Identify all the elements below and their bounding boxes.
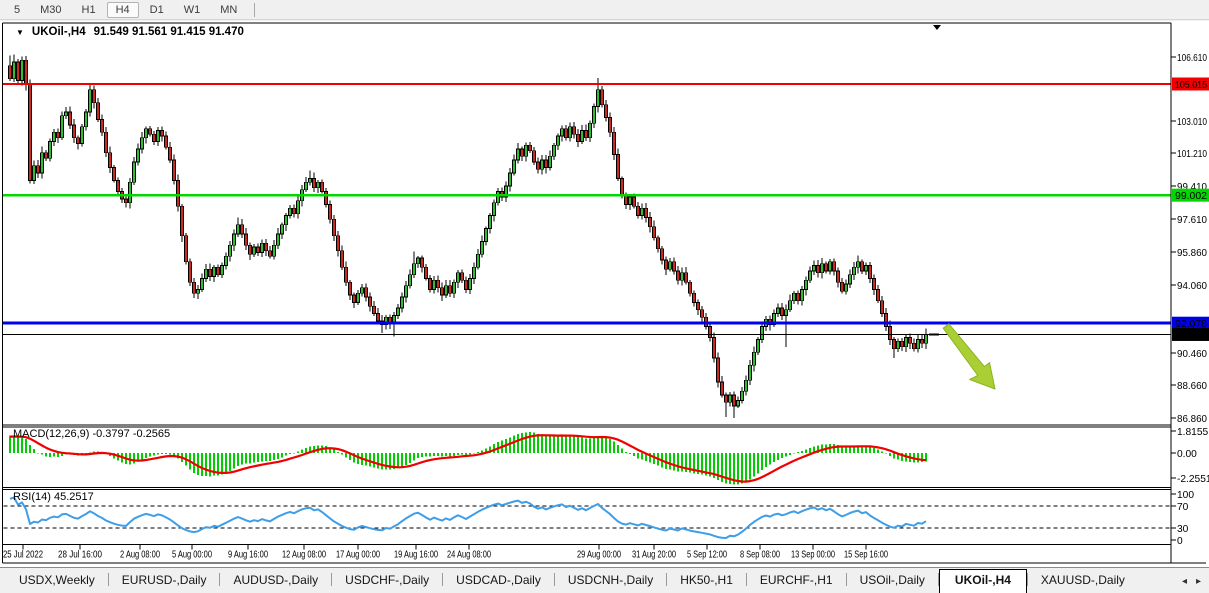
tab-separator xyxy=(219,573,221,586)
macd-tick-label: -2.2551 xyxy=(1177,474,1209,485)
price-highlight-91.470 xyxy=(1172,327,1209,341)
rsi-panel xyxy=(3,496,1171,539)
tab-eurchf-h1[interactable]: EURCHF-,H1 xyxy=(759,573,833,587)
tab-usdchf-daily[interactable]: USDCHF-,Daily xyxy=(345,573,430,587)
macd-histogram xyxy=(9,432,927,485)
time-tick-label: 12 Aug 08:00 xyxy=(282,550,326,561)
tab-separator xyxy=(937,573,939,586)
timeframe-button-w1[interactable]: W1 xyxy=(183,3,201,16)
chart-shift-marker-icon xyxy=(933,25,941,30)
timeframe-button-d1[interactable]: D1 xyxy=(149,3,164,16)
price-tick-label: 103.010 xyxy=(1177,117,1207,128)
price-highlight-105.015 xyxy=(1172,77,1209,91)
macd-signal-line xyxy=(9,434,927,483)
time-tick-label: 31 Aug 20:00 xyxy=(632,550,676,561)
tab-separator xyxy=(107,573,109,586)
tab-separator xyxy=(442,573,444,586)
rsi-tick-label: 70 xyxy=(1177,502,1189,513)
rsi-tick-label: 30 xyxy=(1177,524,1189,535)
tab-separator xyxy=(331,573,333,586)
tab-separator xyxy=(666,573,668,586)
tab-usdcad-daily[interactable]: USDCAD-,Daily xyxy=(456,573,541,587)
price-tick-label: 97.610 xyxy=(1177,215,1207,226)
svg-text:92.078: 92.078 xyxy=(1175,319,1207,330)
price-highlight-92.078 xyxy=(1172,316,1209,330)
timeframe-toolbar: 5 M30 H1 H4 D1 W1 MN xyxy=(0,0,1209,20)
timeframe-button-h4[interactable]: H4 xyxy=(106,1,139,18)
price-tick-label: 106.610 xyxy=(1177,53,1207,64)
timeframe-button-m30[interactable]: M30 xyxy=(40,3,62,16)
symbol-dropdown-icon[interactable]: ▼ xyxy=(16,27,24,37)
price-tick-label: 94.060 xyxy=(1177,281,1207,292)
time-tick-label: 2 Aug 08:00 xyxy=(120,550,160,561)
svg-text:91.470: 91.470 xyxy=(1175,330,1207,341)
price-tick-label: 95.860 xyxy=(1177,248,1207,259)
timeframe-button-mn[interactable]: MN xyxy=(220,3,238,16)
chart-canvas[interactable]: 106.610 103.010 101.210 99.410 97.610 95.860 9… xyxy=(0,21,1209,567)
time-tick-label: 15 Sep 16:00 xyxy=(844,550,888,561)
panel-borders xyxy=(2,22,1206,564)
rsi-tick-label: 100 xyxy=(1177,490,1194,501)
price-tick-label: 101.210 xyxy=(1177,149,1207,160)
scroll-tabs-right-icon[interactable]: ▸ xyxy=(1195,576,1201,587)
timeframe-button-h1[interactable]: H1 xyxy=(81,3,96,16)
tab-ukoil-h4[interactable]: UKOil-,H4 xyxy=(938,569,1027,593)
tab-separator xyxy=(745,573,747,586)
time-tick-label: 17 Aug 00:00 xyxy=(336,550,380,561)
time-tick-label: 13 Sep 00:00 xyxy=(791,550,835,561)
tab-usdcnh-daily[interactable]: USDCNH-,Daily xyxy=(567,573,654,587)
tab-usoil-daily[interactable]: USOil-,Daily xyxy=(859,573,925,587)
time-tick-label: 9 Aug 16:00 xyxy=(228,550,268,561)
time-tick-label: 19 Aug 16:00 xyxy=(394,550,438,561)
down-trend-arrow-annotation xyxy=(942,323,996,390)
price-tick-label: 88.660 xyxy=(1177,381,1207,392)
chart-window: 106.610 103.010 101.210 99.410 97.610 95.860 9… xyxy=(0,21,1209,567)
price-highlight-99.002 xyxy=(1172,188,1209,202)
time-tick-label: 5 Aug 00:00 xyxy=(172,550,212,561)
time-tick-label: 25 Jul 2022 xyxy=(3,550,43,561)
scroll-tabs-left-icon[interactable]: ◂ xyxy=(1181,576,1187,587)
tab-separator xyxy=(845,573,847,586)
tab-usdx-weekly[interactable]: USDX,Weekly xyxy=(19,573,95,587)
time-tick-label: 29 Aug 00:00 xyxy=(577,550,621,561)
svg-text:105.015: 105.015 xyxy=(1175,80,1207,91)
macd-tick-label: 1.8155 xyxy=(1177,427,1208,438)
horizontal-level-lines xyxy=(2,83,1171,336)
rsi-tick-label: 0 xyxy=(1177,536,1183,547)
macd-tick-label: 0.00 xyxy=(1177,449,1197,460)
tab-eurusd-daily[interactable]: EURUSD-,Daily xyxy=(121,573,207,587)
toolbar-separator xyxy=(254,2,256,17)
time-tick-label: 28 Jul 16:00 xyxy=(58,550,102,561)
time-axis: 25 Jul 2022 28 Jul 16:00 2 Aug 08:00 5 Aug … xyxy=(3,544,888,561)
time-tick-label: 24 Aug 08:00 xyxy=(447,550,491,561)
price-tick-label: 99.410 xyxy=(1177,182,1207,193)
tab-separator xyxy=(553,573,555,586)
svg-text:99.002: 99.002 xyxy=(1175,191,1207,202)
time-tick-label: 8 Sep 08:00 xyxy=(740,550,780,561)
time-tick-label: 5 Sep 12:00 xyxy=(687,550,727,561)
symbol-tab-bar: USDX,Weekly EURUSD-,Daily AUDUSD-,Daily USD… xyxy=(0,567,1209,593)
tab-audusd-daily[interactable]: AUDUSD-,Daily xyxy=(233,573,319,587)
timeframe-button-5[interactable]: 5 xyxy=(14,3,21,16)
tab-xauusd-daily[interactable]: XAUUSD-,Daily xyxy=(1040,573,1125,587)
rsi-line xyxy=(9,496,927,539)
candles xyxy=(8,54,928,419)
tab-hk50-h1[interactable]: HK50-,H1 xyxy=(680,573,733,587)
price-tick-label: 86.860 xyxy=(1177,414,1207,425)
price-tick-label: 90.460 xyxy=(1177,349,1207,360)
tab-separator xyxy=(1026,573,1028,586)
price-axis: 106.610 103.010 101.210 99.410 97.610 95.860 9… xyxy=(1171,53,1209,547)
